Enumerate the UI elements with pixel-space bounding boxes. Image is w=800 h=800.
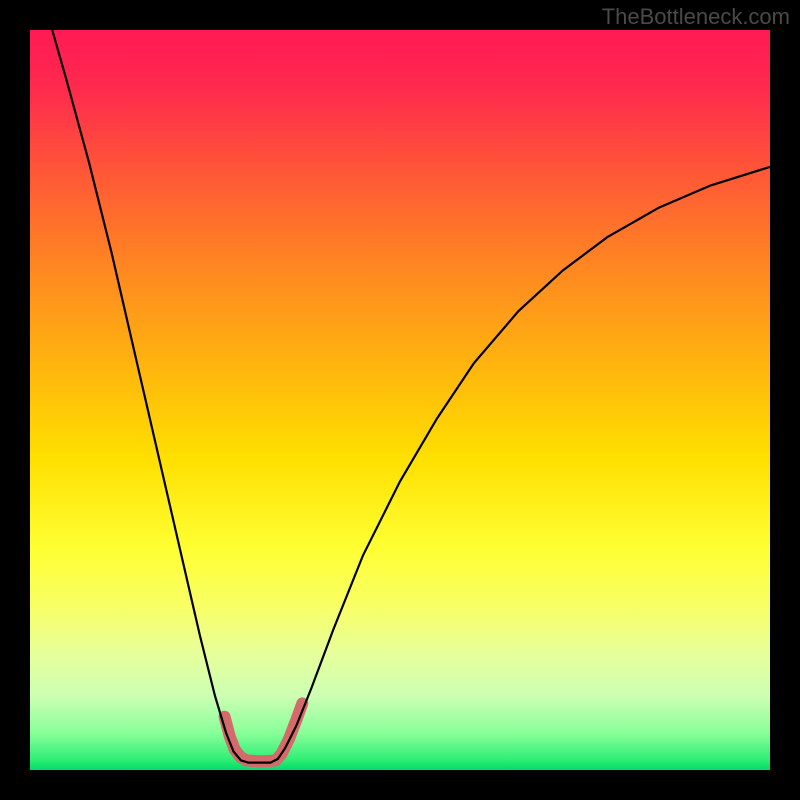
highlight-dots xyxy=(225,703,303,761)
highlight-segment xyxy=(276,703,303,760)
plot-area xyxy=(30,30,770,770)
bottleneck-curve xyxy=(52,30,770,763)
bottleneck-curve-layer xyxy=(30,30,770,770)
watermark-text: TheBottleneck.com xyxy=(602,4,790,30)
